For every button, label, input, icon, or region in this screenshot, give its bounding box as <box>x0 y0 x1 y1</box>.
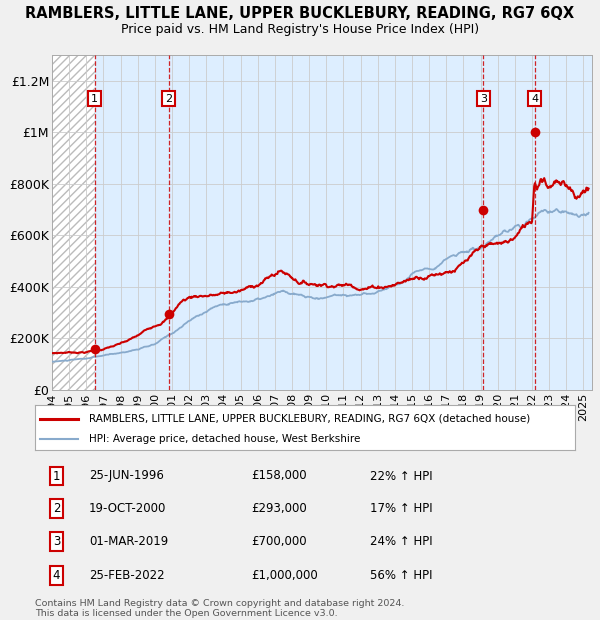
Text: 4: 4 <box>531 94 538 104</box>
Bar <box>169 55 484 390</box>
Text: 24% ↑ HPI: 24% ↑ HPI <box>370 535 433 548</box>
Text: RAMBLERS, LITTLE LANE, UPPER BUCKLEBURY, READING, RG7 6QX: RAMBLERS, LITTLE LANE, UPPER BUCKLEBURY,… <box>25 6 575 22</box>
Text: £293,000: £293,000 <box>251 502 307 515</box>
Text: 25-JUN-1996: 25-JUN-1996 <box>89 469 164 482</box>
Text: HPI: Average price, detached house, West Berkshire: HPI: Average price, detached house, West… <box>89 434 361 444</box>
Bar <box>535 55 592 390</box>
Bar <box>484 55 535 390</box>
Text: £158,000: £158,000 <box>251 469 307 482</box>
Text: 1: 1 <box>91 94 98 104</box>
Text: 19-OCT-2000: 19-OCT-2000 <box>89 502 166 515</box>
Bar <box>52 55 95 390</box>
Text: 17% ↑ HPI: 17% ↑ HPI <box>370 502 433 515</box>
Text: 1: 1 <box>53 469 61 482</box>
Text: This data is licensed under the Open Government Licence v3.0.: This data is licensed under the Open Gov… <box>35 609 338 619</box>
Text: 3: 3 <box>480 94 487 104</box>
Text: 4: 4 <box>53 569 61 582</box>
Text: 22% ↑ HPI: 22% ↑ HPI <box>370 469 433 482</box>
Text: £1,000,000: £1,000,000 <box>251 569 318 582</box>
Bar <box>52 55 95 390</box>
Bar <box>95 55 169 390</box>
Text: 2: 2 <box>53 502 61 515</box>
Text: RAMBLERS, LITTLE LANE, UPPER BUCKLEBURY, READING, RG7 6QX (detached house): RAMBLERS, LITTLE LANE, UPPER BUCKLEBURY,… <box>89 414 530 423</box>
Text: Price paid vs. HM Land Registry's House Price Index (HPI): Price paid vs. HM Land Registry's House … <box>121 24 479 37</box>
Text: 2: 2 <box>165 94 172 104</box>
Text: 56% ↑ HPI: 56% ↑ HPI <box>370 569 432 582</box>
Text: 01-MAR-2019: 01-MAR-2019 <box>89 535 168 548</box>
Text: 25-FEB-2022: 25-FEB-2022 <box>89 569 164 582</box>
Text: Contains HM Land Registry data © Crown copyright and database right 2024.: Contains HM Land Registry data © Crown c… <box>35 598 404 608</box>
Text: £700,000: £700,000 <box>251 535 307 548</box>
Text: 3: 3 <box>53 535 60 548</box>
